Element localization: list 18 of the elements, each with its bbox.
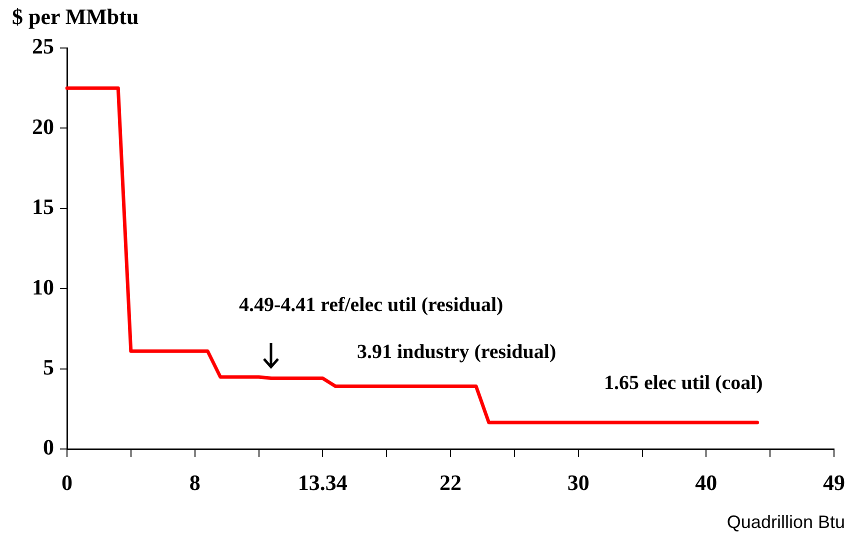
y-tick-label: 0: [43, 434, 54, 460]
y-tick-label: 5: [43, 354, 54, 380]
y-tick-label: 15: [32, 194, 54, 220]
x-axis-title: Quadrillion Btu: [726, 512, 845, 533]
x-tick-label: 22: [440, 470, 462, 495]
x-tick-label: 30: [567, 470, 590, 495]
y-tick-label: 20: [32, 114, 54, 139]
x-tick-label: 8: [189, 470, 200, 495]
x-tick-label: 0: [62, 470, 72, 495]
annotation: 3.91 industry (residual): [357, 341, 556, 364]
y-axis-title: $ per MMbtu: [12, 4, 139, 30]
x-tick-label: 13.34: [298, 470, 348, 495]
x-tick-label: 40: [695, 470, 718, 495]
annotation: 4.49-4.41 ref/elec util (residual): [239, 294, 504, 316]
x-tick-label: 49: [823, 470, 845, 495]
y-tick-label: 10: [32, 274, 54, 300]
annotation: 1.65 elec util (coal): [604, 372, 763, 394]
y-tick-label: 25: [32, 34, 54, 59]
